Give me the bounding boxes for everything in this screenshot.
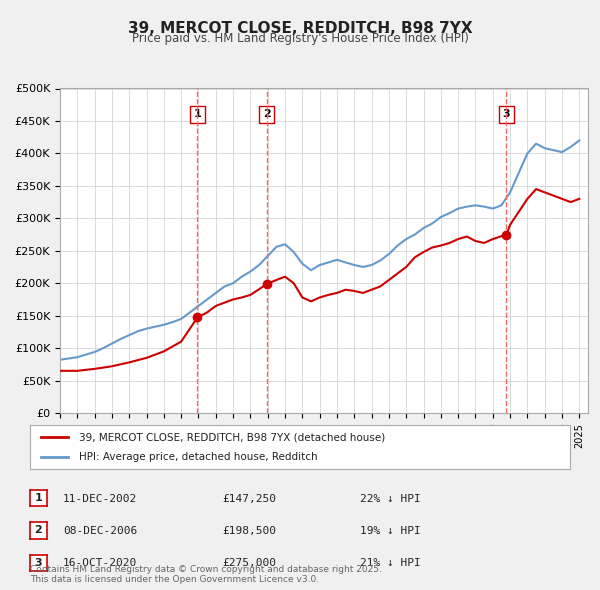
Text: 1: 1 (194, 110, 202, 119)
Text: 2: 2 (263, 110, 271, 119)
Text: Contains HM Land Registry data © Crown copyright and database right 2025.
This d: Contains HM Land Registry data © Crown c… (30, 565, 382, 584)
Text: Price paid vs. HM Land Registry's House Price Index (HPI): Price paid vs. HM Land Registry's House … (131, 32, 469, 45)
Text: 2: 2 (35, 526, 42, 535)
Text: 19% ↓ HPI: 19% ↓ HPI (360, 526, 421, 536)
Text: 16-OCT-2020: 16-OCT-2020 (63, 559, 137, 568)
Text: HPI: Average price, detached house, Redditch: HPI: Average price, detached house, Redd… (79, 452, 317, 461)
Text: £198,500: £198,500 (222, 526, 276, 536)
Text: 39, MERCOT CLOSE, REDDITCH, B98 7YX: 39, MERCOT CLOSE, REDDITCH, B98 7YX (128, 21, 472, 35)
Text: 3: 3 (35, 558, 42, 568)
Text: £147,250: £147,250 (222, 494, 276, 503)
Text: 21% ↓ HPI: 21% ↓ HPI (360, 559, 421, 568)
Text: 3: 3 (503, 110, 510, 119)
Text: 1: 1 (35, 493, 42, 503)
Text: 11-DEC-2002: 11-DEC-2002 (63, 494, 137, 503)
Text: £275,000: £275,000 (222, 559, 276, 568)
Text: 08-DEC-2006: 08-DEC-2006 (63, 526, 137, 536)
Text: 39, MERCOT CLOSE, REDDITCH, B98 7YX (detached house): 39, MERCOT CLOSE, REDDITCH, B98 7YX (det… (79, 432, 385, 442)
Text: 22% ↓ HPI: 22% ↓ HPI (360, 494, 421, 503)
